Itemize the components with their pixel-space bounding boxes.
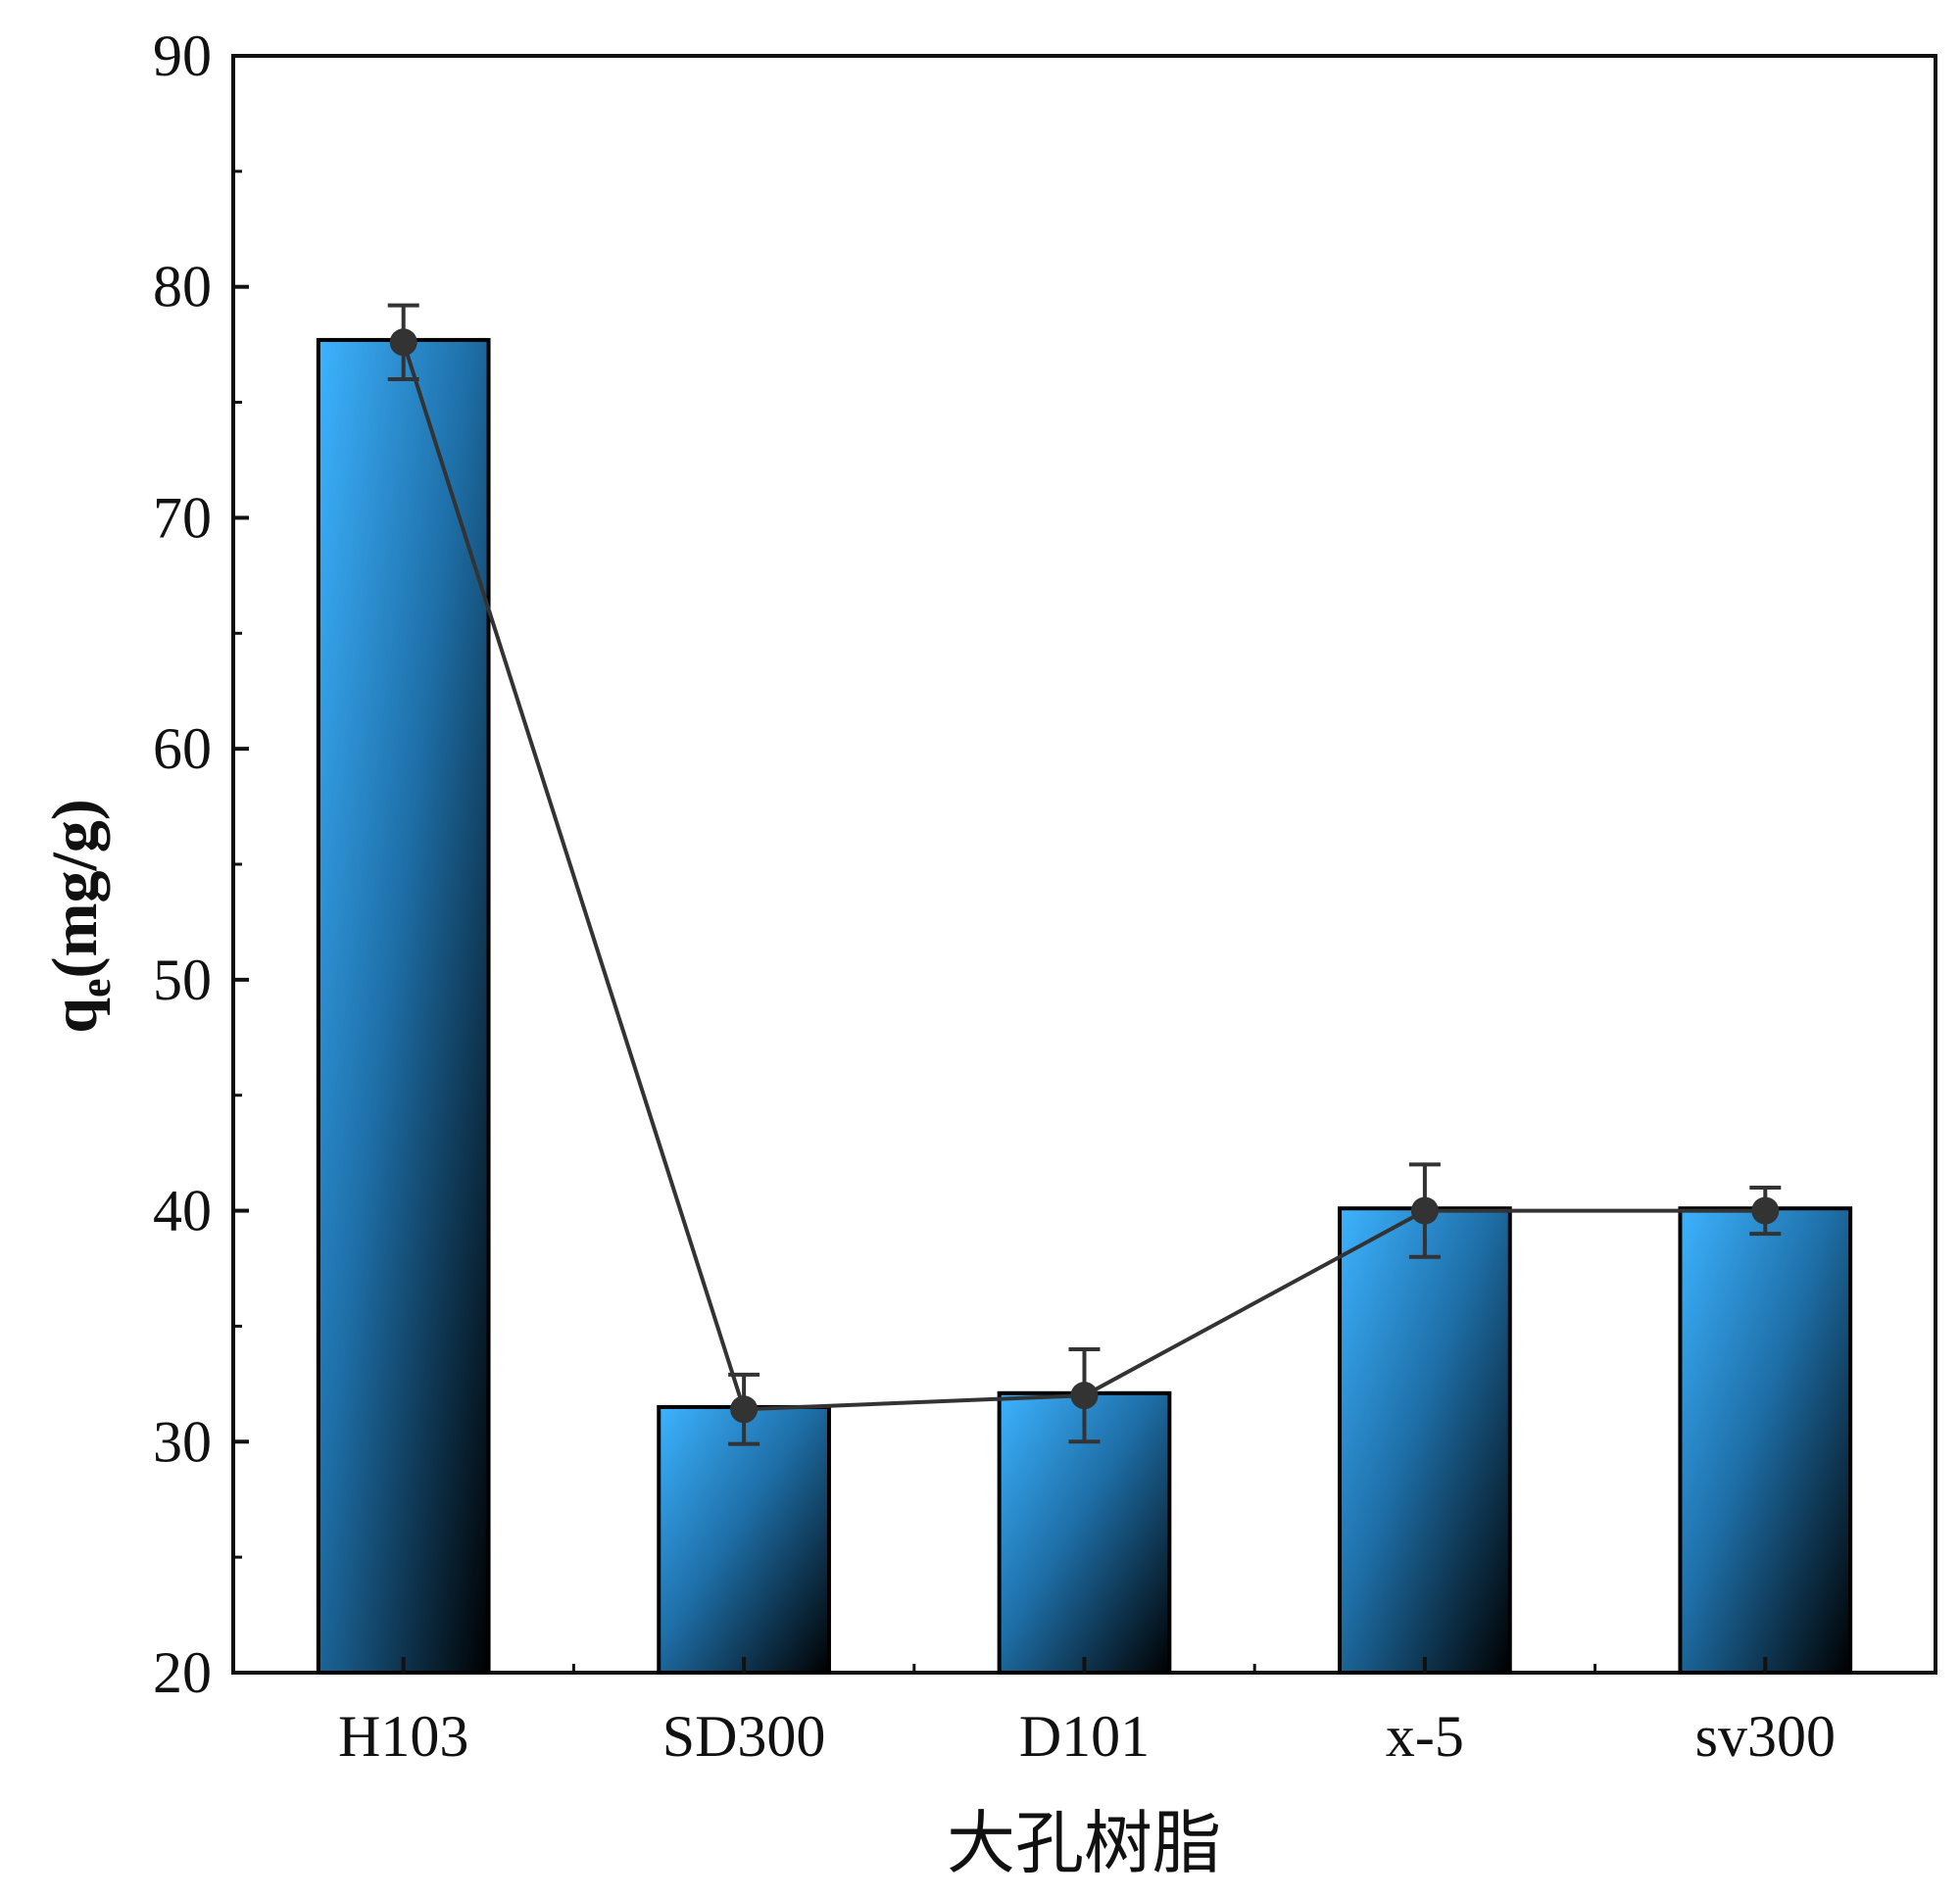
x-tick-label-H103: H103 [338, 1704, 468, 1769]
point-sv300 [1751, 1196, 1780, 1225]
x-tick-label-D101: D101 [1019, 1704, 1150, 1769]
point-H103 [389, 328, 417, 357]
series-line [401, 341, 1766, 1412]
y-axis-title-sub: e [72, 979, 120, 998]
y-tick-label: 90 [153, 24, 212, 88]
bar-sv300 [1678, 1206, 1853, 1675]
x-tick-label-sv300: sv300 [1695, 1704, 1836, 1769]
y-tick-label: 40 [153, 1179, 212, 1243]
point-x-5 [1410, 1196, 1439, 1225]
y-tick-label: 70 [153, 485, 212, 550]
bars [316, 337, 1853, 1676]
y-tick-label: 80 [153, 255, 212, 319]
point-D101 [1070, 1382, 1099, 1410]
y-axis-title-unit: (mg/g) [39, 799, 111, 978]
y-tick-label: 50 [153, 948, 212, 1012]
y-tick-label: 60 [153, 716, 212, 781]
point-SD300 [730, 1395, 759, 1424]
x-tick-label-x-5: x-5 [1386, 1704, 1464, 1769]
bar-SD300 [657, 1404, 831, 1676]
series-line-layer [387, 303, 1782, 1446]
x-axis: H103 SD300 D101 x-5 sv300 [338, 1657, 1836, 1769]
y-tick-label: 30 [153, 1409, 212, 1474]
y-axis-title-main: q [39, 998, 111, 1034]
x-axis-title: 大孔树脂 [947, 1807, 1221, 1882]
bar-x-5 [1338, 1206, 1512, 1675]
x-tick-label-SD300: SD300 [662, 1704, 826, 1769]
svg-text:qe(mg/g): qe(mg/g) [39, 799, 120, 1034]
y-tick-label: 20 [153, 1640, 212, 1705]
bar-H103 [316, 337, 491, 1675]
y-axis: 20 30 40 50 60 70 80 90 [153, 24, 249, 1705]
y-axis-title: qe(mg/g) [39, 799, 120, 1034]
